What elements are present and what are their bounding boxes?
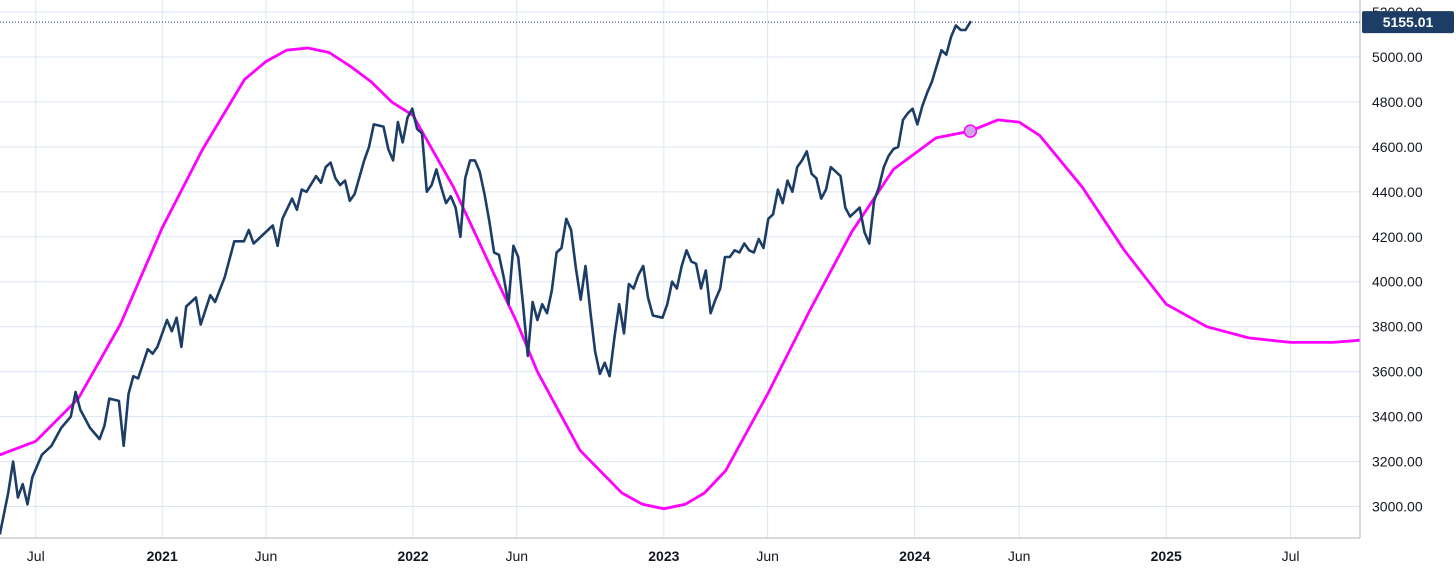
grid: [0, 0, 1360, 538]
series-layer: [0, 20, 1360, 535]
y-tick-label: 4400.00: [1372, 184, 1423, 200]
x-tick-label: Jun: [255, 548, 278, 564]
y-tick-label: 3600.00: [1372, 364, 1423, 380]
x-tick-label: 2021: [147, 548, 178, 564]
x-tick-label: Jun: [505, 548, 528, 564]
x-tick-label: 2025: [1151, 548, 1182, 564]
y-tick-label: 4800.00: [1372, 94, 1423, 110]
last-price-badge: [1362, 11, 1454, 34]
y-tick-label: 4200.00: [1372, 229, 1423, 245]
x-tick-label: Jun: [1008, 548, 1031, 564]
last-price-label: 5155.01: [1383, 14, 1434, 30]
y-tick-label: 3200.00: [1372, 454, 1423, 470]
y-tick-label: 3400.00: [1372, 409, 1423, 425]
price-line: [0, 20, 972, 535]
x-tick-label: 2023: [648, 548, 679, 564]
cycle-projection-line: [0, 46, 1360, 511]
y-tick-label: 4000.00: [1372, 274, 1423, 290]
y-tick-label: 3800.00: [1372, 319, 1423, 335]
x-tick-label: 2024: [899, 548, 930, 564]
x-tick-label: Jun: [756, 548, 779, 564]
y-tick-label: 4600.00: [1372, 139, 1423, 155]
x-tick-label: Jul: [27, 548, 45, 564]
x-tick-label: Jul: [1282, 548, 1300, 564]
y-tick-label: 5000.00: [1372, 49, 1423, 65]
x-tick-label: 2022: [397, 548, 428, 564]
projection-marker: [963, 124, 978, 138]
y-tick-label: 3000.00: [1372, 499, 1423, 515]
